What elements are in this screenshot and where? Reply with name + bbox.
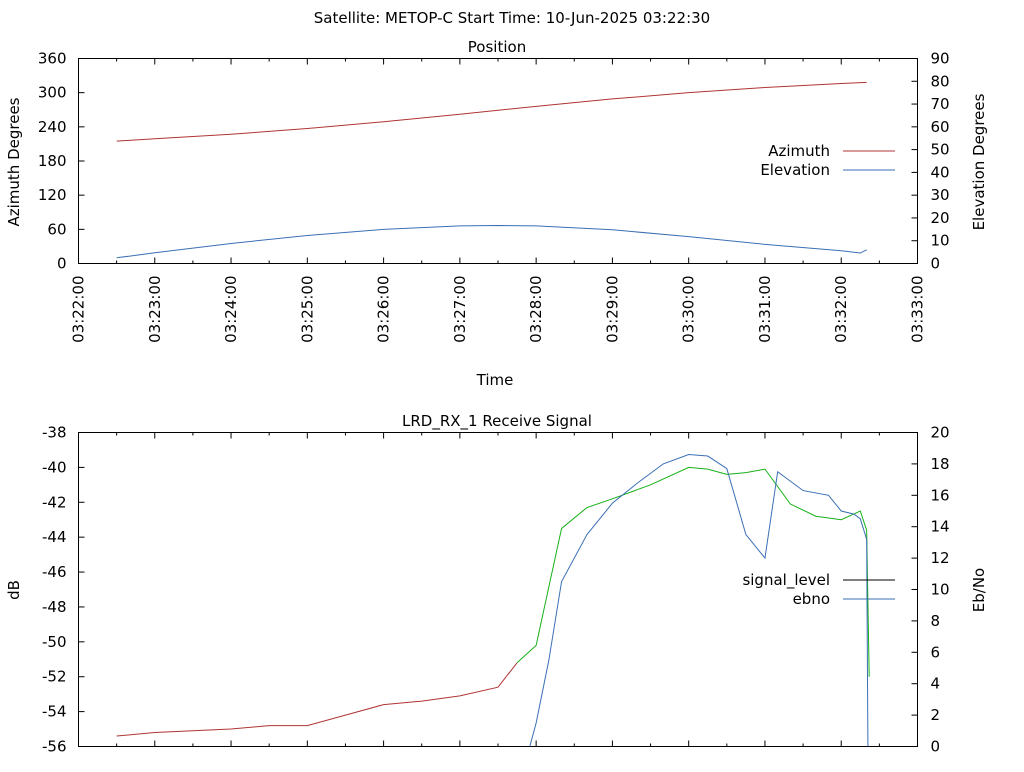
position-xtick-label: 03:22:00	[70, 276, 88, 343]
signal-ytick-label: -56	[42, 738, 67, 756]
series-line-signal-level	[516, 466, 870, 677]
signal-ytick-label: -42	[42, 493, 67, 511]
position-ylabel: Azimuth Degrees	[5, 97, 23, 226]
position-ytick-label: 360	[38, 50, 67, 68]
signal-y2tick-label: 12	[931, 549, 950, 567]
position-ytick-label: 0	[57, 255, 67, 273]
position-ytick-label: 120	[38, 186, 67, 204]
position-y2tick-label: 80	[931, 72, 950, 90]
position-xtick-label: 03:29:00	[603, 276, 621, 343]
position-xlabel: Time	[476, 371, 514, 389]
legend-label-azimuth: Azimuth	[768, 142, 830, 160]
figure-title: Satellite: METOP-C Start Time: 10-Jun-20…	[314, 9, 710, 27]
signal-y2tick-label: 0	[931, 738, 941, 756]
position-chart: Position 0 60 120 180 240 300 360 0 10 20 30 40 50 60…	[5, 38, 988, 389]
position-xtick-label: 03:33:00	[909, 276, 927, 343]
position-ytick-label: 240	[38, 118, 67, 136]
position-y2tick-label: 40	[931, 163, 950, 181]
signal-y2tick-label: 18	[931, 455, 950, 473]
signal-y2label: Eb/No	[970, 568, 988, 612]
position-y2tick-label: 60	[931, 118, 950, 136]
position-xtick-label: 03:26:00	[375, 276, 393, 343]
signal-y2tick-label: 4	[931, 675, 941, 693]
signal-legend: signal_level ebno	[742, 571, 895, 608]
signal-y2tick-label: 2	[931, 706, 941, 724]
position-axes: 0 60 120 180 240 300 360 0 10 20 30 40 50 60 70 80 90 03:…	[38, 50, 950, 343]
position-ytick-label: 300	[38, 84, 67, 102]
position-y2label: Elevation Degrees	[970, 93, 988, 230]
signal-chart-title: LRD_RX_1 Receive Signal	[402, 412, 592, 431]
signal-y2tick-label: 10	[931, 581, 950, 599]
position-xtick-label: 03:32:00	[832, 276, 850, 343]
position-xtick-label: 03:23:00	[146, 276, 164, 343]
position-y2tick-label: 50	[931, 141, 950, 159]
signal-y2tick-label: 14	[931, 518, 950, 536]
signal-ytick-label: -48	[42, 598, 67, 616]
legend-label-ebno: ebno	[793, 590, 830, 608]
signal-y2tick-label: 6	[931, 643, 941, 661]
position-series	[116, 81, 867, 259]
position-y2tick-label: 30	[931, 186, 950, 204]
position-ytick-label: 180	[38, 152, 67, 170]
position-xtick-label: 03:31:00	[756, 276, 774, 343]
position-xtick-label: 03:25:00	[298, 276, 316, 343]
signal-ytick-label: -52	[42, 668, 67, 686]
position-xtick-label: 03:27:00	[451, 276, 469, 343]
series-line-signal-level-noise	[116, 662, 518, 737]
signal-ylabel: dB	[5, 580, 23, 600]
signal-y2tick-label: 8	[931, 612, 941, 630]
signal-y2tick-label: 16	[931, 486, 950, 504]
series-line-ebno	[529, 453, 869, 747]
legend-label-signal-level: signal_level	[742, 571, 830, 590]
position-chart-title: Position	[468, 38, 526, 56]
position-y2tick-label: 70	[931, 95, 950, 113]
signal-series	[116, 453, 870, 747]
position-y2tick-label: 0	[931, 255, 941, 273]
signal-ytick-label: -54	[42, 703, 67, 721]
position-xtick-label: 03:24:00	[222, 276, 240, 343]
signal-ytick-label: -40	[42, 458, 67, 476]
signal-ytick-label: -46	[42, 563, 67, 581]
series-line-azimuth	[116, 81, 867, 142]
signal-ytick-label: -50	[42, 633, 67, 651]
position-xtick-label: 03:28:00	[527, 276, 545, 343]
signal-chart: LRD_RX_1 Receive Signal -56-54-52-50-48-…	[5, 412, 988, 756]
position-y2tick-label: 20	[931, 209, 950, 227]
legend-label-elevation: Elevation	[760, 161, 830, 179]
position-y2tick-label: 10	[931, 232, 950, 250]
signal-axes: -56 -54 -52 -50 -48 -46 -44 -42 -40 -38 0 2 4 6 8 10 12 1…	[42, 424, 950, 756]
signal-y2tick-label: 20	[931, 424, 950, 442]
position-legend: Azimuth Elevation	[760, 142, 895, 179]
position-ytick-label: 60	[47, 220, 66, 238]
signal-ytick-label: -44	[42, 528, 67, 546]
signal-ytick-label: -38	[42, 424, 67, 442]
position-y2tick-label: 90	[931, 50, 950, 68]
position-xtick-label: 03:30:00	[680, 276, 698, 343]
series-line-elevation	[116, 224, 867, 259]
